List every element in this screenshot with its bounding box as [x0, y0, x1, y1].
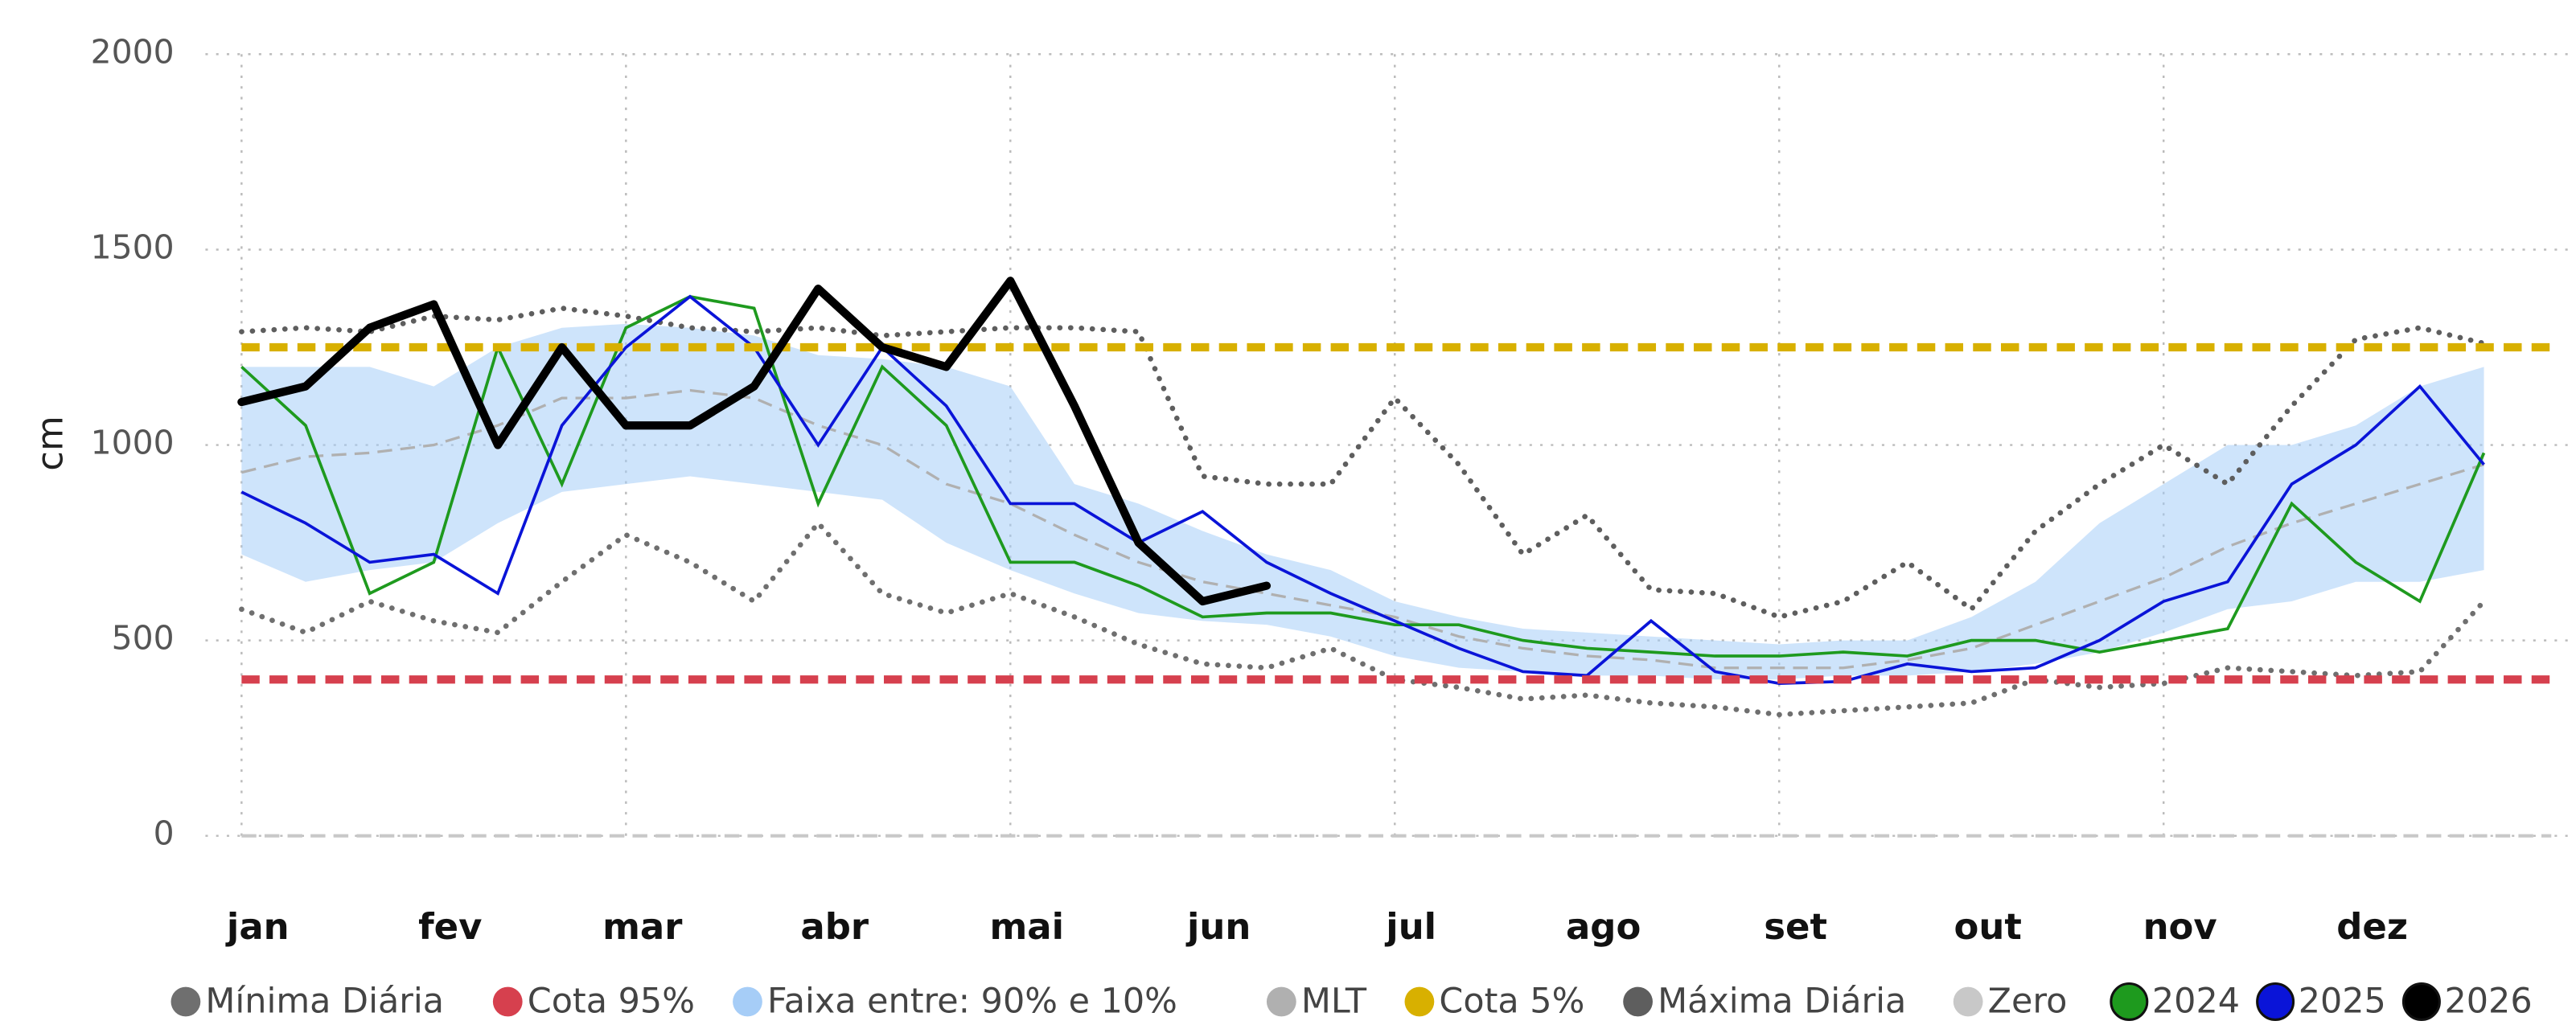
x-tick-label: nov — [2143, 905, 2217, 948]
legend-label: Cota 95% — [528, 982, 695, 1022]
series-line — [240, 294, 2486, 658]
x-tick-label: ago — [1566, 905, 1641, 948]
legend-marker — [1266, 986, 1296, 1017]
x-tick-label: out — [1954, 905, 2021, 948]
legend-marker — [733, 986, 762, 1017]
legend-label: 2026 — [2445, 982, 2533, 1022]
y-tick-label: 0 — [154, 814, 175, 853]
y-tick-label: 2000 — [91, 32, 175, 71]
x-tick-label: dez — [2336, 905, 2408, 948]
legend-marker — [1953, 986, 1983, 1017]
y-tick-label: 1500 — [91, 228, 175, 266]
x-tick-label: mai — [989, 905, 1064, 948]
x-tick-label: jul — [1384, 905, 1436, 948]
series-line — [239, 305, 2487, 620]
legend-marker — [1404, 986, 1435, 1017]
x-tick-label: abr — [800, 905, 869, 948]
legend-label: Cota 5% — [1439, 982, 1584, 1022]
legend-label: Máxima Diária — [1658, 982, 1906, 1022]
legend-label: 2024 — [2152, 982, 2240, 1022]
y-tick-label: 1000 — [91, 424, 175, 462]
y-tick-label: 500 — [112, 619, 175, 658]
legend-marker — [2401, 982, 2441, 1021]
x-tick-label: jun — [1185, 905, 1251, 948]
series-line — [239, 519, 2487, 718]
series-line — [237, 277, 1272, 606]
x-tick-label: jan — [225, 905, 290, 948]
legend-marker — [1623, 986, 1653, 1017]
legend-marker — [171, 986, 201, 1017]
legend-label: 2025 — [2299, 982, 2386, 1022]
x-tick-label: set — [1764, 905, 1827, 948]
x-tick-label: mar — [602, 905, 683, 948]
band-area — [241, 323, 2484, 680]
legend-label: Mínima Diária — [205, 982, 444, 1022]
x-tick-label: fev — [418, 905, 482, 948]
series-line — [240, 294, 2485, 685]
legend-label: Faixa entre: 90% e 10% — [767, 982, 1177, 1022]
series-line — [240, 388, 2485, 670]
y-axis-label: cm — [28, 416, 71, 470]
legend-marker — [492, 986, 523, 1017]
legend-marker — [2256, 982, 2295, 1021]
legend-label: MLT — [1301, 982, 1367, 1022]
legend-marker — [2110, 982, 2149, 1021]
legend-label: Zero — [1988, 982, 2068, 1022]
